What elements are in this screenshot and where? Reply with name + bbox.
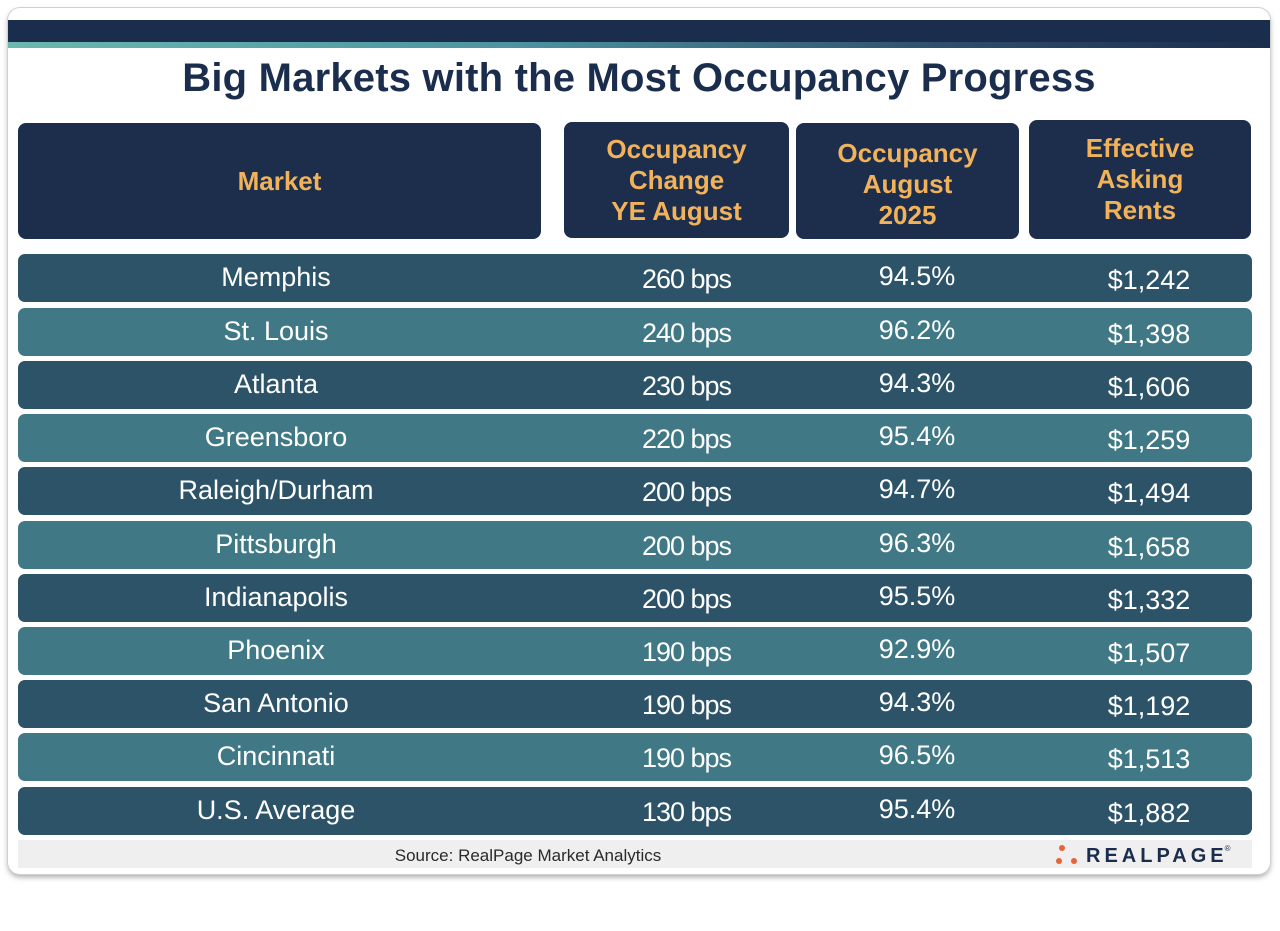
cell-occupancy-change: 190 bps <box>641 690 732 720</box>
cell-effective-rent: $1,658 <box>1107 532 1191 562</box>
cell-effective-rent: $1,513 <box>1107 744 1191 774</box>
table-row: Phoenix 190 bps 92.9% $1,507 <box>18 627 1252 675</box>
cell-effective-rent: $1,507 <box>1107 638 1191 668</box>
table-row: San Antonio 190 bps 94.3% $1,192 <box>18 680 1252 728</box>
table-row: Cincinnati 190 bps 96.5% $1,513 <box>18 733 1252 781</box>
cell-occupancy-change: 130 bps <box>641 797 732 827</box>
cell-market: Memphis <box>221 262 331 292</box>
cell-occupancy: 95.5% <box>878 581 956 611</box>
cell-market: St. Louis <box>223 316 329 346</box>
table-row: U.S. Average 130 bps 95.4% $1,882 <box>18 787 1252 835</box>
cell-occupancy-change: 200 bps <box>641 531 732 561</box>
cell-effective-rent: $1,192 <box>1107 691 1191 721</box>
table-row: Greensboro 220 bps 95.4% $1,259 <box>18 414 1252 462</box>
realpage-logo: REALPAGE ® <box>1056 843 1231 869</box>
cell-occupancy: 92.9% <box>878 634 956 664</box>
table-row: St. Louis 240 bps 96.2% $1,398 <box>18 308 1252 356</box>
table-row: Atlanta 230 bps 94.3% $1,606 <box>18 361 1252 409</box>
cell-market: Indianapolis <box>203 582 349 612</box>
header-occupancy-august: Occupancy August 2025 <box>796 123 1019 239</box>
cell-occupancy-change: 230 bps <box>641 371 732 401</box>
cell-occupancy-change: 190 bps <box>641 743 732 773</box>
chart-card: Big Markets with the Most Occupancy Prog… <box>8 8 1270 874</box>
cell-effective-rent: $1,494 <box>1107 478 1191 508</box>
source-note: Source: RealPage Market Analytics <box>394 846 662 865</box>
cell-occupancy-change: 190 bps <box>641 637 732 667</box>
cell-occupancy: 96.5% <box>878 740 956 770</box>
header-effective-rents: Effective Asking Rents <box>1029 120 1251 239</box>
table-row: Raleigh/Durham 200 bps 94.7% $1,494 <box>18 467 1252 515</box>
cell-market: Pittsburgh <box>215 529 337 559</box>
logo-dots-icon <box>1056 845 1077 864</box>
cell-market: U.S. Average <box>196 795 356 825</box>
table-row: Memphis 260 bps 94.5% $1,242 <box>18 254 1252 302</box>
cell-effective-rent: $1,259 <box>1107 425 1191 455</box>
cell-occupancy: 94.3% <box>878 687 956 717</box>
cell-occupancy: 95.4% <box>878 421 956 451</box>
header-occupancy-change: Occupancy Change YE August <box>564 122 789 238</box>
logo-trademark: ® <box>1224 843 1231 853</box>
cell-effective-rent: $1,398 <box>1107 319 1191 349</box>
cell-market: Phoenix <box>227 635 325 665</box>
cell-occupancy-change: 200 bps <box>641 477 732 507</box>
cell-occupancy: 96.3% <box>878 528 956 558</box>
cell-effective-rent: $1,332 <box>1107 585 1191 615</box>
table-row: Indianapolis 200 bps 95.5% $1,332 <box>18 574 1252 622</box>
cell-market: Cincinnati <box>216 741 336 771</box>
chart-title: Big Markets with the Most Occupancy Prog… <box>182 56 1096 100</box>
cell-occupancy-change: 220 bps <box>641 424 732 454</box>
cell-effective-rent: $1,606 <box>1107 372 1191 402</box>
cell-occupancy: 94.5% <box>878 261 956 291</box>
header-market: Market <box>18 123 541 239</box>
cell-occupancy: 95.4% <box>878 794 956 824</box>
cell-market: Greensboro <box>204 422 348 452</box>
footer-bar: Source: RealPage Market Analytics REALPA… <box>18 840 1252 868</box>
cell-market: Atlanta <box>233 369 319 399</box>
cell-market: Raleigh/Durham <box>178 475 374 505</box>
cell-market: San Antonio <box>203 688 349 718</box>
cell-occupancy-change: 240 bps <box>641 318 732 348</box>
cell-occupancy: 96.2% <box>878 315 956 345</box>
cell-effective-rent: $1,882 <box>1107 798 1191 828</box>
cell-effective-rent: $1,242 <box>1107 265 1191 295</box>
cell-occupancy: 94.3% <box>878 368 956 398</box>
cell-occupancy-change: 260 bps <box>641 264 732 294</box>
logo-text: REALPAGE <box>1086 844 1228 867</box>
table-row: Pittsburgh 200 bps 96.3% $1,658 <box>18 521 1252 569</box>
cell-occupancy-change: 200 bps <box>641 584 732 614</box>
top-banner-bar <box>8 20 1270 48</box>
cell-occupancy: 94.7% <box>878 474 956 504</box>
